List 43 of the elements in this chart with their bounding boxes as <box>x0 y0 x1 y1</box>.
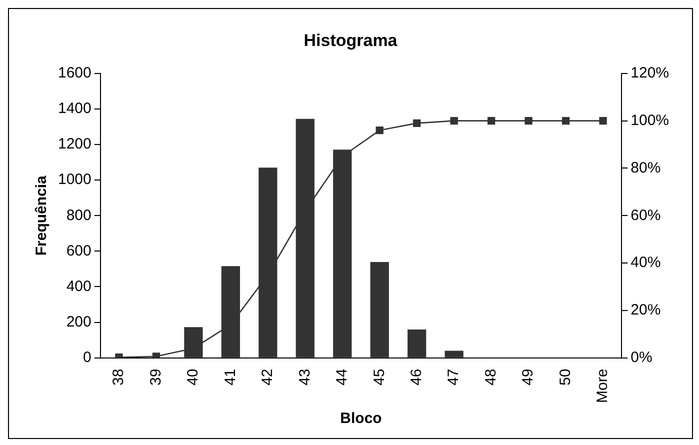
x-tick-label: 43 <box>296 368 314 386</box>
x-axis-title: Bloco <box>340 410 382 428</box>
x-tick-label: 47 <box>445 368 462 386</box>
x-tick-label: 41 <box>222 368 239 386</box>
y2-tick-label: 20% <box>630 302 661 319</box>
point <box>413 119 421 128</box>
y2-tick-label: 100% <box>630 112 670 129</box>
x-tick-label: 48 <box>482 368 500 386</box>
x-tick-label: 50 <box>556 368 574 386</box>
point <box>376 126 384 134</box>
y-tick-label: 600 <box>66 242 92 260</box>
point <box>562 116 570 125</box>
y-tick-label: 0 <box>83 348 92 366</box>
x-tick-label: 38 <box>110 368 128 386</box>
x-tick-label: 42 <box>259 368 276 386</box>
x-tick-label: 40 <box>184 368 202 386</box>
chart-title: Histograma <box>304 30 398 50</box>
y2-tick-label: 80% <box>630 159 661 176</box>
y-tick-label: 400 <box>66 278 92 295</box>
y-tick-label: 1200 <box>58 136 92 153</box>
bar <box>408 330 426 358</box>
point <box>524 116 532 125</box>
point <box>599 116 607 125</box>
bar <box>370 262 389 358</box>
x-tick-label: More <box>594 368 612 404</box>
y-tick-label: 800 <box>66 206 92 224</box>
y-axis-title: Frequência <box>33 174 50 256</box>
y2-tick-label: 0% <box>630 348 652 366</box>
y-tick-label: 1000 <box>58 171 92 188</box>
y2-tick-label: 60% <box>630 206 661 224</box>
y-tick-label: 200 <box>66 313 92 330</box>
bar <box>444 350 464 358</box>
x-tick-label: 46 <box>408 368 425 386</box>
y-tick-label: 1600 <box>58 64 92 82</box>
y2-tick-label: 40% <box>630 254 661 272</box>
point <box>450 116 458 125</box>
y2-tick-label: 120% <box>630 64 670 82</box>
x-tick-label: 39 <box>147 368 164 386</box>
x-tick-label: 44 <box>334 368 351 386</box>
y-tick-label: 1400 <box>58 100 92 118</box>
point <box>487 116 496 125</box>
x-tick-label: 49 <box>520 368 537 386</box>
x-tick-label: 45 <box>370 368 388 386</box>
